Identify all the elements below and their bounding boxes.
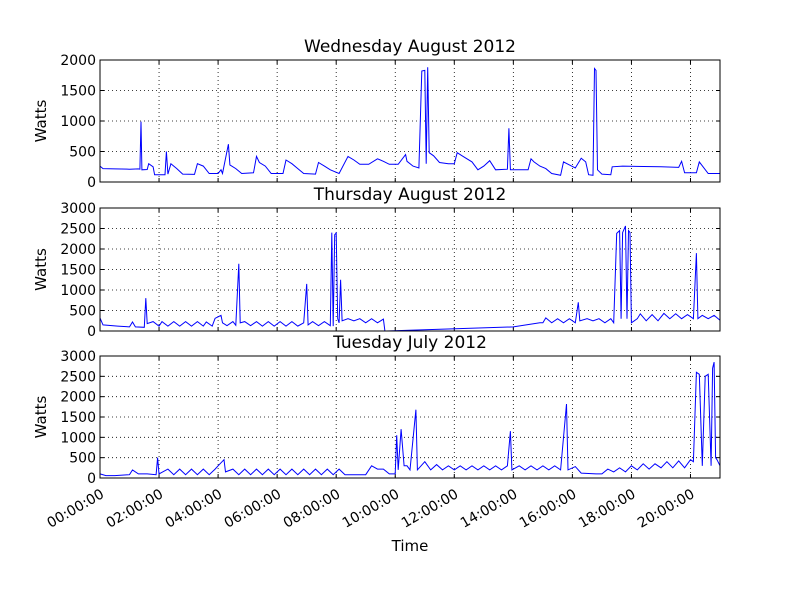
y-tick-label: 1000 bbox=[60, 114, 96, 130]
y-tick-label: 2000 bbox=[60, 390, 96, 406]
tuesday-panel: 0 500 1000 1500 2000 2500 3000 Tuesday July 201… bbox=[32, 333, 721, 555]
y-tick-label: 2000 bbox=[60, 242, 96, 258]
y-tick-label: 1000 bbox=[60, 430, 96, 446]
panel-title: Wednesday August 2012 bbox=[304, 37, 516, 57]
y-tick-label: 500 bbox=[69, 451, 96, 467]
y-tick-label: 1500 bbox=[60, 84, 96, 100]
axes-frame bbox=[99, 207, 721, 332]
axes-frame bbox=[99, 355, 721, 479]
x-tick-label: 14:00:00 bbox=[458, 486, 520, 531]
thursday-panel: 0 500 1000 1500 2000 2500 3000 Thursday August … bbox=[32, 185, 721, 340]
panel-title: Thursday August 2012 bbox=[313, 185, 507, 205]
x-tick-label: 18:00:00 bbox=[576, 486, 638, 531]
y-tick-label: 2500 bbox=[60, 222, 96, 238]
x-tick-label: 10:00:00 bbox=[340, 486, 402, 531]
x-tick-label: 12:00:00 bbox=[399, 486, 461, 531]
x-tick-label: 16:00:00 bbox=[517, 486, 579, 531]
panel-title: Tuesday July 2012 bbox=[332, 333, 487, 353]
x-tick-label: 08:00:00 bbox=[281, 486, 343, 531]
y-tick-label: 0 bbox=[87, 324, 96, 340]
y-tick-label: 3000 bbox=[60, 201, 96, 217]
y-tick-label: 1500 bbox=[60, 263, 96, 279]
x-tick-label: 20:00:00 bbox=[635, 486, 697, 531]
y-tick-label: 1000 bbox=[60, 283, 96, 299]
y-axis-label: Watts bbox=[32, 248, 50, 291]
x-axis-label: Time bbox=[391, 537, 429, 555]
watts-series-line bbox=[99, 361, 721, 477]
axes-frame bbox=[99, 59, 721, 183]
y-axis-label: Watts bbox=[32, 396, 50, 439]
y-tick-label: 0 bbox=[87, 175, 96, 191]
x-tick-label: 02:00:00 bbox=[104, 486, 166, 531]
y-tick-label: 0 bbox=[87, 471, 96, 487]
y-tick-label: 3000 bbox=[60, 349, 96, 365]
x-tick-label: 06:00:00 bbox=[222, 486, 284, 531]
x-tick-label: 04:00:00 bbox=[163, 486, 225, 531]
y-tick-label: 2500 bbox=[60, 369, 96, 385]
y-tick-label: 500 bbox=[69, 304, 96, 320]
y-tick-label: 2000 bbox=[60, 53, 96, 69]
wednesday-panel: 0 500 1000 1500 2000 Wednesday August 2012 Wat… bbox=[32, 37, 721, 191]
y-tick-label: 500 bbox=[69, 145, 96, 161]
y-tick-label: 1500 bbox=[60, 410, 96, 426]
x-tick-label: 00:00:00 bbox=[45, 486, 107, 531]
watts-series-line bbox=[99, 225, 721, 332]
watts-series-line bbox=[99, 67, 720, 176]
y-axis-label: Watts bbox=[32, 100, 50, 143]
